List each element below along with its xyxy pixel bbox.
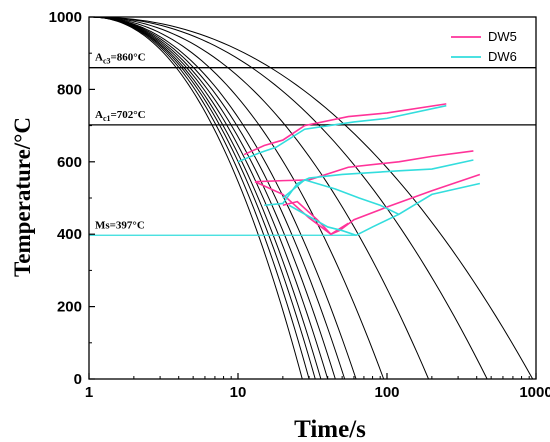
y-tick-label-5: 800 xyxy=(57,81,82,98)
x-tick-label-3: 100 xyxy=(374,384,399,401)
series-dw5-segment-1 xyxy=(243,103,447,156)
axes: 1 10 100 1000 0 200 400 600 800 1000 xyxy=(49,9,550,401)
y-tick-label-6: 1000 xyxy=(49,9,82,26)
series-dw5-segment-5 xyxy=(330,222,349,235)
series-dw6-segment-4 xyxy=(288,204,400,237)
series-dw6-segment-3 xyxy=(282,179,481,216)
legend-label-dw6: DW6 xyxy=(488,49,517,64)
cooling-curve-9 xyxy=(88,16,385,380)
cooling-curve-10 xyxy=(88,16,429,380)
cooling-curves xyxy=(88,16,534,380)
y-axis-title: Temperature/°C xyxy=(10,117,35,277)
y-tick-label-3: 400 xyxy=(57,226,82,243)
cooling-curve-8 xyxy=(88,16,357,380)
cooling-curve-1 xyxy=(88,16,303,380)
cooling-curve-6 xyxy=(88,16,336,380)
x-tick-label-1: 1 xyxy=(85,384,93,401)
reference-label-1: Ac3=860°C xyxy=(95,52,146,66)
reference-label-2: Ac1=702°C xyxy=(95,109,146,123)
y-tick-label-2: 200 xyxy=(57,299,82,316)
y-tick-label-4: 600 xyxy=(57,154,82,171)
series-dw5-segment-4 xyxy=(282,200,332,235)
reference-label-3: Ms=397°C xyxy=(95,219,145,231)
cooling-curve-12 xyxy=(88,16,534,380)
series-lines xyxy=(237,103,481,237)
cooling-curve-11 xyxy=(88,16,488,380)
series-dw6-segment-2 xyxy=(264,159,474,207)
series-dw6-segment-1 xyxy=(237,104,447,163)
x-axis-title: Time/s xyxy=(294,416,366,442)
series-dw5-segment-2 xyxy=(254,150,474,183)
reference-lines: Ac3=860°C Ac1=702°C Ms=397°C xyxy=(89,52,536,236)
x-tick-label-4: 1000 xyxy=(519,384,550,401)
cooling-curve-5 xyxy=(88,16,329,380)
cooling-curve-7 xyxy=(88,16,346,380)
plot-frame xyxy=(88,16,537,380)
legend-label-dw5: DW5 xyxy=(488,29,517,44)
y-tick-label-1: 0 xyxy=(74,371,82,388)
x-tick-label-2: 10 xyxy=(230,384,247,401)
